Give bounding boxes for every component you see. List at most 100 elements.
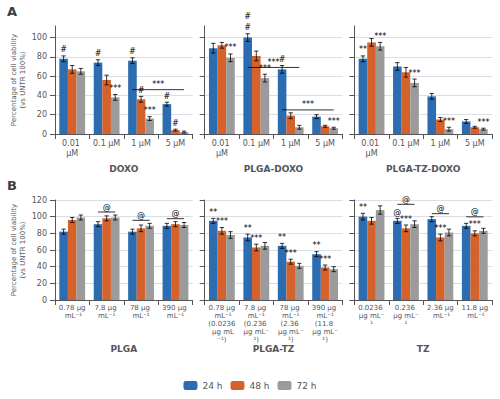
svg-text:mL⁻¹: mL⁻¹ xyxy=(212,312,232,320)
svg-text:μM: μM xyxy=(366,149,378,158)
svg-text:mL⁻¹: mL⁻¹ xyxy=(248,312,265,320)
svg-text:@: @ xyxy=(137,211,145,220)
svg-text:80: 80 xyxy=(37,229,47,238)
svg-text:μg mL⁻: μg mL⁻ xyxy=(393,312,419,320)
svg-text:mL⁻¹: mL⁻¹ xyxy=(431,312,451,320)
svg-text:0.01: 0.01 xyxy=(361,139,381,148)
svg-text:7.8 μg: 7.8 μg xyxy=(244,304,268,312)
svg-text:**: ** xyxy=(244,224,252,233)
svg-text:11.8 μg: 11.8 μg xyxy=(461,304,488,312)
svg-text:***: *** xyxy=(302,100,314,109)
svg-text:#: # xyxy=(138,86,145,95)
svg-text:60: 60 xyxy=(37,246,47,255)
svg-text:***: *** xyxy=(144,106,156,115)
svg-text:80: 80 xyxy=(37,52,47,61)
svg-text:mL⁻¹: mL⁻¹ xyxy=(465,312,485,320)
svg-text:@: @ xyxy=(402,195,410,204)
svg-text:(0.236: (0.236 xyxy=(244,320,269,328)
svg-text:#: # xyxy=(95,49,102,58)
svg-text:40: 40 xyxy=(37,91,47,100)
svg-text:***: *** xyxy=(216,217,228,226)
svg-text:5 μM: 5 μM xyxy=(166,139,186,148)
svg-text:(vs UNTR 100%): (vs UNTR 100%) xyxy=(19,51,27,108)
svg-text:**: ** xyxy=(313,241,321,250)
svg-text:μg mL⁻: μg mL⁻ xyxy=(312,328,338,336)
svg-text:100: 100 xyxy=(32,33,47,42)
svg-text:μg mL⁻: μg mL⁻ xyxy=(244,328,270,336)
svg-text:100: 100 xyxy=(32,212,47,221)
svg-text:0.1 μM: 0.1 μM xyxy=(243,139,270,148)
svg-text:0.0236: 0.0236 xyxy=(358,304,385,312)
svg-text:**: ** xyxy=(209,208,217,217)
svg-text:***: *** xyxy=(319,255,331,264)
svg-text:0.236: 0.236 xyxy=(395,304,417,312)
svg-text:***: *** xyxy=(443,117,455,126)
svg-text:0.78 μg: 0.78 μg xyxy=(209,304,236,312)
svg-text:¹: ¹ xyxy=(370,320,373,328)
svg-text:@: @ xyxy=(171,209,179,218)
svg-text:#: # xyxy=(279,55,286,64)
svg-text:**: ** xyxy=(359,203,367,212)
svg-text:1 μM: 1 μM xyxy=(431,139,451,148)
svg-text:A: A xyxy=(7,4,17,19)
svg-text:Percentage of cell viability: Percentage of cell viability xyxy=(10,34,18,126)
svg-text:***: *** xyxy=(434,224,446,233)
svg-text:μg mL⁻: μg mL⁻ xyxy=(359,312,385,320)
svg-text:mL⁻¹: mL⁻¹ xyxy=(167,312,184,320)
svg-text:20: 20 xyxy=(37,110,47,119)
svg-text:390 μg: 390 μg xyxy=(162,304,189,312)
svg-text:PLGA-TZ-DOXO: PLGA-TZ-DOXO xyxy=(386,164,461,174)
svg-text:0.1 μM: 0.1 μM xyxy=(93,139,120,148)
svg-text:72 h: 72 h xyxy=(297,381,317,391)
svg-text:5 μM: 5 μM xyxy=(315,139,335,148)
svg-text:#: # xyxy=(244,12,251,21)
svg-text:***: *** xyxy=(224,43,236,52)
svg-text:PLGA: PLGA xyxy=(110,344,137,354)
svg-text:0.01: 0.01 xyxy=(212,139,232,148)
svg-text:0: 0 xyxy=(42,296,47,305)
svg-text:@: @ xyxy=(471,207,479,216)
svg-text:@: @ xyxy=(436,204,444,213)
svg-text:***: *** xyxy=(477,118,489,127)
svg-text:0.1 μM: 0.1 μM xyxy=(392,139,419,148)
svg-text:78 μg: 78 μg xyxy=(130,304,152,312)
svg-text:2.36 μg: 2.36 μg xyxy=(427,304,454,312)
svg-text:#: # xyxy=(164,92,171,101)
svg-text:Percentage of cell viability: Percentage of cell viability xyxy=(10,204,18,296)
svg-text:mL⁻¹: mL⁻¹ xyxy=(317,312,334,320)
svg-text:***: *** xyxy=(400,215,412,224)
svg-text:(11.8: (11.8 xyxy=(315,320,336,328)
svg-text:20: 20 xyxy=(37,279,47,288)
svg-text:@: @ xyxy=(103,203,111,212)
svg-text:mL⁻¹: mL⁻¹ xyxy=(62,312,82,320)
svg-text:0.78 μg: 0.78 μg xyxy=(59,304,86,312)
svg-text:¹: ¹ xyxy=(405,320,408,328)
svg-text:**: ** xyxy=(359,45,367,54)
svg-text:mL⁻¹: mL⁻¹ xyxy=(98,312,115,320)
svg-text:(vs UNTR 100%): (vs UNTR 100%) xyxy=(19,221,27,278)
svg-text:μM: μM xyxy=(216,149,228,158)
svg-text:***: *** xyxy=(409,69,421,78)
svg-text:7.8 μg: 7.8 μg xyxy=(94,304,118,312)
svg-text:0: 0 xyxy=(42,130,47,139)
svg-text:μg mL⁻: μg mL⁻ xyxy=(278,328,304,336)
svg-text:⁻¹): ⁻¹) xyxy=(217,336,227,344)
svg-text:**: ** xyxy=(278,233,286,242)
svg-text:24 h: 24 h xyxy=(202,381,222,391)
svg-text:¹): ¹) xyxy=(322,336,328,344)
svg-text:0.01: 0.01 xyxy=(62,139,82,148)
svg-text:***: *** xyxy=(469,220,481,229)
svg-text:***: *** xyxy=(328,117,340,126)
svg-text:60: 60 xyxy=(37,72,47,81)
svg-text:mL⁻¹: mL⁻¹ xyxy=(132,312,149,320)
svg-text:TZ: TZ xyxy=(417,344,430,354)
svg-text:μg mL: μg mL xyxy=(210,328,234,336)
svg-text:B: B xyxy=(7,178,17,193)
svg-text:PLGA-TZ: PLGA-TZ xyxy=(253,344,295,354)
svg-text:(0.0236: (0.0236 xyxy=(208,320,236,328)
svg-text:***: *** xyxy=(152,80,164,89)
svg-text:¹): ¹) xyxy=(288,336,294,344)
svg-text:#: # xyxy=(244,23,251,32)
svg-text:(2.36: (2.36 xyxy=(280,320,301,328)
svg-text:μM: μM xyxy=(66,149,78,158)
